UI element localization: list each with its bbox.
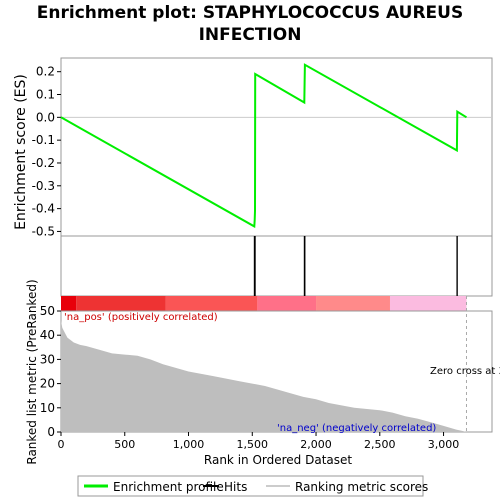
color-bar-segment [389, 296, 467, 311]
enrichment-profile-line [60, 63, 468, 229]
rank-xtick-label: 1,500 [237, 438, 269, 451]
legend-label: Enrichment profile [113, 480, 224, 494]
es-axis-label: Enrichment score (ES) [13, 74, 29, 230]
es-ytick-label: 0.1 [36, 88, 55, 102]
hits-panel [60, 235, 493, 311]
color-bar-segment [76, 296, 166, 311]
rank-xtick-label: 1,000 [173, 438, 205, 451]
metric-ytick-label: 30 [40, 352, 55, 366]
rank-xtick-label: 500 [114, 438, 135, 451]
metric-ytick-label: 50 [40, 304, 55, 318]
es-plot-area [60, 57, 493, 237]
es-ytick-label: 0.0 [36, 110, 55, 124]
color-bar-segment [61, 296, 77, 311]
rank-xtick-label: 2,500 [364, 438, 396, 451]
hits-area [60, 235, 493, 297]
color-bar-segment [316, 296, 390, 311]
chart-title-line-2: INFECTION [198, 25, 302, 45]
metric-axis-label: Ranked list metric (PreRanked) [25, 279, 39, 464]
chart-title: Enrichment plot: STAPHYLOCOCCUS AUREUS I… [0, 2, 500, 46]
es-panel: 0.2 0.1 0.0 -0.1 -0.2 -0.3 -0.4 -0.5 [32, 57, 493, 238]
positive-correlation-label: 'na_pos' (positively correlated) [64, 312, 218, 323]
negative-correlation-label: 'na_neg' (negatively correlated) [277, 423, 436, 434]
rank-xtick-label: 0 [58, 438, 65, 451]
legend: Enrichment profile Hits Ranking metric sco… [77, 475, 428, 497]
legend-box [77, 475, 424, 497]
metric-ytick-label: 0 [47, 425, 55, 439]
ranking-metric-area [61, 320, 467, 432]
rank-xtick-label: 3,000 [428, 438, 460, 451]
es-ytick-label: -0.1 [32, 133, 55, 147]
metric-ytick-label: 20 [40, 377, 55, 391]
es-ytick-label: 0.2 [36, 65, 55, 79]
zero-cross-label: Zero cross at 3 [430, 366, 500, 377]
metric-ytick-label: 40 [40, 328, 55, 342]
legend-label: Ranking metric scores [295, 480, 428, 494]
legend-label: Hits [224, 480, 247, 494]
color-bar-segment [257, 296, 317, 311]
color-bar-segment [165, 296, 258, 311]
es-ytick-label: -0.4 [32, 202, 55, 216]
metric-ytick-label: 10 [40, 401, 55, 415]
es-ytick-label: -0.3 [32, 179, 55, 193]
es-ytick-label: -0.2 [32, 156, 55, 170]
es-ytick-label: -0.5 [32, 224, 55, 238]
rank-xtick-label: 2,000 [300, 438, 332, 451]
rank-axis-label: Rank in Ordered Dataset [204, 453, 352, 467]
chart-title-line-1: Enrichment plot: STAPHYLOCOCCUS AUREUS [36, 3, 464, 23]
